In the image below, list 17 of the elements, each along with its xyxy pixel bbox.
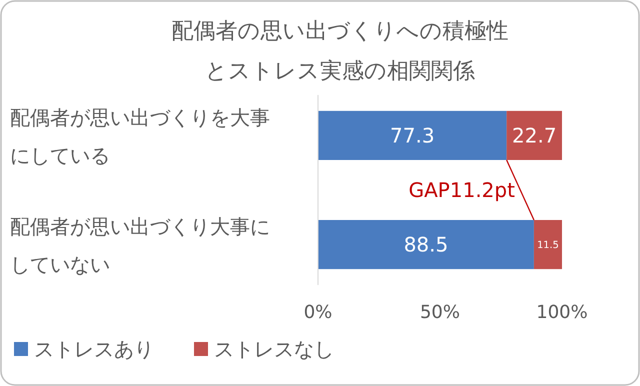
x-tick-label: 50%: [420, 302, 460, 323]
x-tick-label: 100%: [536, 302, 588, 323]
legend-label: ストレスあり: [34, 337, 154, 361]
bar: [506, 110, 562, 160]
bar: [534, 220, 562, 270]
data-label: 77.3: [390, 123, 435, 148]
data-label: 88.5: [404, 232, 448, 257]
y-tick-label: 配偶者が思い出づくりを大事にしている: [10, 105, 270, 168]
annotation: GAP11.2pt: [408, 178, 516, 202]
legend-label: ストレスなし: [214, 337, 334, 361]
bar: [318, 220, 534, 270]
x-tick-label: 0%: [304, 302, 332, 323]
data-label: 22.7: [512, 123, 557, 148]
y-tick-label: 配偶者が思い出づくり大事にしていない: [10, 214, 270, 277]
data-label: 11.5: [537, 240, 559, 251]
bar: [318, 110, 507, 160]
chart-title: 配偶者の思い出づくりへの積極性とストレス実感の相関関係: [172, 19, 508, 84]
